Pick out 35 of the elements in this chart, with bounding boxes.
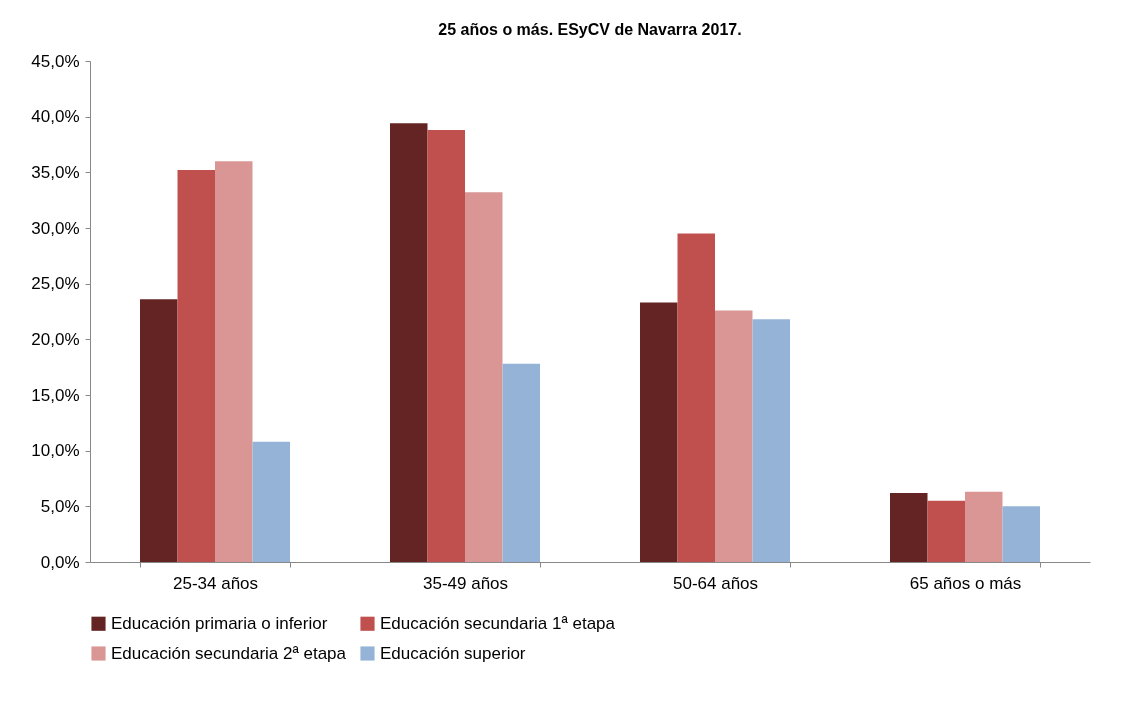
bar [715, 310, 753, 562]
x-tick-label: 35-49 años [422, 573, 509, 593]
legend-label: Educación secundaria 2ª etapa [111, 643, 347, 663]
y-tick-label: 0,0% [40, 552, 80, 572]
legend-label: Educación primaria o inferior [111, 613, 328, 633]
bar [927, 500, 965, 562]
y-tick-label: 35,0% [31, 162, 80, 182]
x-tick-label: 65 años o más [909, 573, 1022, 593]
bar [390, 123, 428, 562]
bar [1002, 506, 1040, 562]
bar [890, 492, 928, 562]
y-tick-label: 40,0% [31, 107, 80, 127]
bar [177, 170, 215, 562]
y-tick-label: 25,0% [31, 274, 80, 294]
legend-label: Educación superior [380, 643, 526, 663]
y-tick-label: 5,0% [40, 496, 80, 516]
bar [215, 161, 253, 562]
bar [465, 192, 503, 562]
bar [965, 491, 1003, 562]
bar [427, 130, 465, 562]
y-tick-label: 10,0% [31, 441, 80, 461]
y-tick-label: 45,0% [31, 51, 80, 71]
bar [502, 363, 540, 562]
x-tick-label: 25-34 años [172, 573, 259, 593]
chart-title: 25 años o más. ESyCV de Navarra 2017. [438, 21, 742, 38]
bar [252, 441, 290, 562]
bar [752, 319, 790, 562]
x-tick-label: 50-64 años [672, 573, 759, 593]
y-tick-label: 30,0% [31, 218, 80, 238]
bar [677, 233, 715, 562]
y-tick-label: 15,0% [31, 385, 80, 405]
bar [140, 299, 178, 562]
legend-label: Educación secundaria 1ª etapa [380, 613, 616, 633]
y-tick-label: 20,0% [31, 329, 80, 349]
bar [640, 302, 678, 562]
